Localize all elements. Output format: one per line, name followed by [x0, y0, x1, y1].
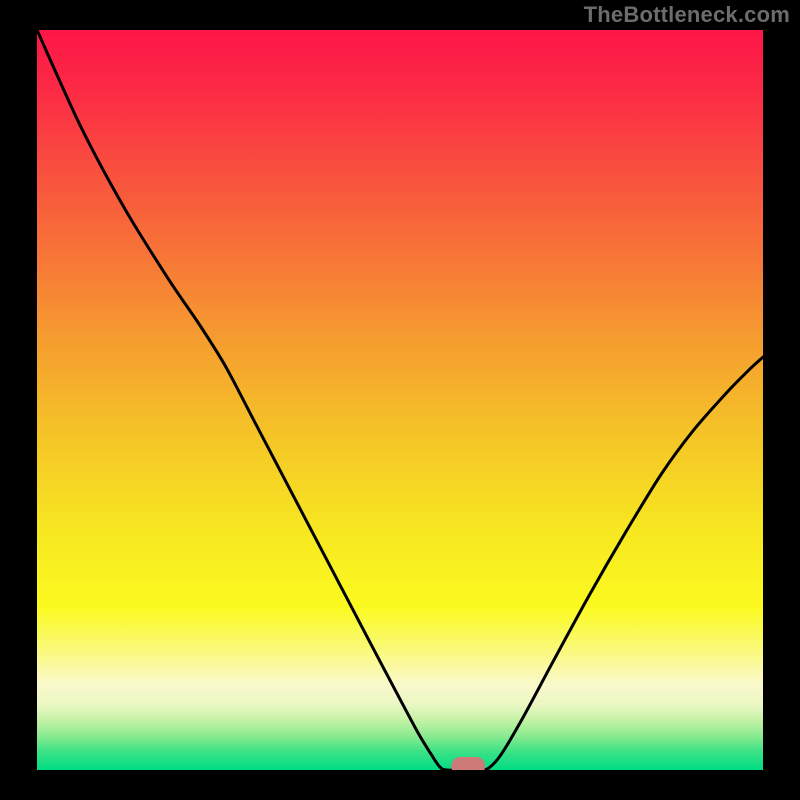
chart-canvas: TheBottleneck.com: [0, 0, 800, 800]
watermark-text: TheBottleneck.com: [584, 2, 790, 28]
chart-svg: [0, 0, 800, 800]
gradient-background: [37, 30, 763, 770]
